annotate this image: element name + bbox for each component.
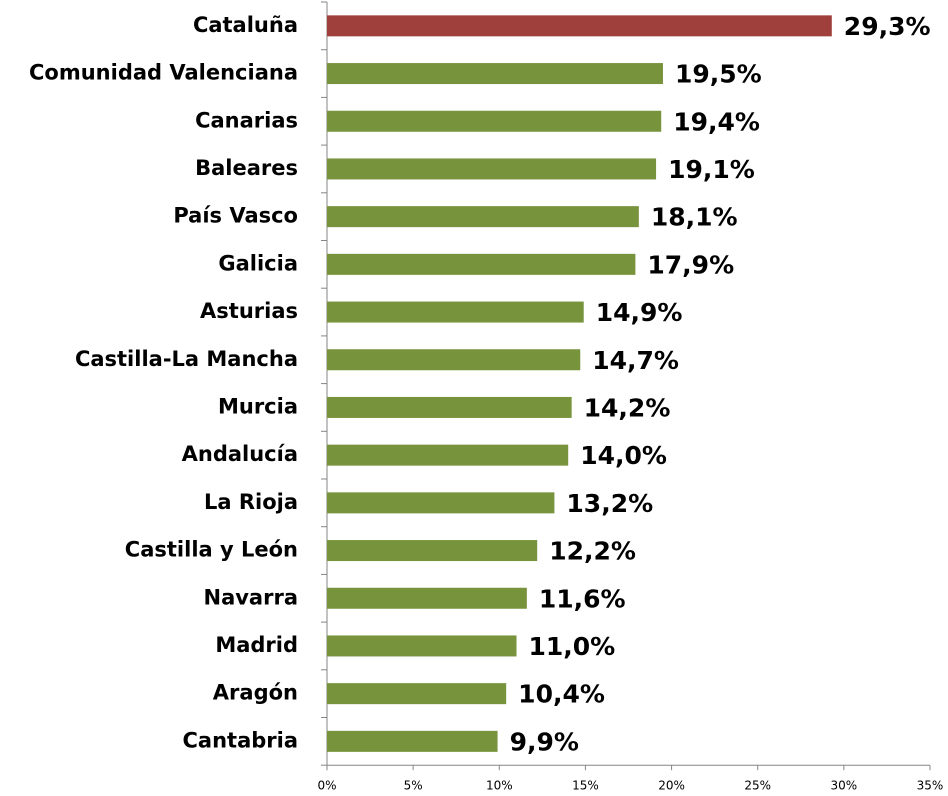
y-tick-label: Madrid	[215, 633, 298, 657]
y-tick-label: Asturias	[200, 299, 298, 323]
bar	[327, 444, 569, 466]
bar	[327, 349, 581, 371]
bar	[327, 492, 555, 514]
y-tick-label: Aragón	[213, 681, 298, 705]
value-label: 11,0%	[529, 632, 616, 661]
y-tick-label: Cantabria	[183, 728, 299, 752]
y-tick-label: Canarias	[195, 108, 298, 132]
bar	[327, 540, 538, 562]
x-tick-label: 35%	[917, 779, 944, 793]
y-tick-label: Murcia	[218, 394, 298, 418]
x-tick-label: 30%	[831, 779, 858, 793]
y-tick-label: Castilla y León	[125, 538, 298, 562]
y-tick-label: La Rioja	[204, 490, 298, 514]
x-tick-label: 25%	[744, 779, 771, 793]
y-tick-label: País Vasco	[173, 204, 298, 228]
value-label: 14,7%	[592, 346, 679, 375]
value-label: 10,4%	[518, 680, 605, 709]
y-tick-label: Andalucía	[182, 442, 298, 466]
bar	[327, 683, 507, 705]
value-label: 9,9%	[510, 727, 579, 756]
value-label: 13,2%	[566, 489, 653, 518]
value-label: 12,2%	[549, 537, 636, 566]
value-label: 19,1%	[668, 155, 755, 184]
bar	[327, 730, 498, 752]
bar	[327, 587, 527, 609]
x-tick-label: 10%	[486, 779, 513, 793]
y-tick-label: Galicia	[218, 251, 298, 275]
x-tick-label: 15%	[572, 779, 599, 793]
value-label: 18,1%	[651, 203, 738, 232]
value-label: 19,5%	[675, 60, 762, 89]
x-tick-label: 20%	[658, 779, 685, 793]
y-tick-label: Cataluña	[193, 13, 298, 37]
value-label: 14,2%	[584, 393, 671, 422]
value-label: 17,9%	[647, 250, 734, 279]
y-tick-label: Navarra	[204, 585, 299, 609]
y-tick-label: Comunidad Valenciana	[29, 61, 298, 85]
bar	[327, 253, 636, 275]
y-tick-label: Castilla-La Mancha	[75, 347, 298, 371]
value-label: 14,9%	[596, 298, 683, 327]
bar	[327, 206, 639, 228]
bar	[327, 15, 832, 37]
y-tick-label: Baleares	[195, 156, 298, 180]
value-label: 19,4%	[673, 107, 760, 136]
bar	[327, 63, 663, 85]
x-tick-label: 5%	[404, 779, 423, 793]
bar	[327, 301, 584, 323]
bar	[327, 158, 657, 180]
x-tick-label: 0%	[317, 779, 336, 793]
bar	[327, 110, 662, 132]
value-label: 11,6%	[539, 584, 626, 613]
bar	[327, 396, 572, 418]
bar	[327, 635, 517, 657]
value-label: 29,3%	[844, 12, 931, 41]
value-label: 14,0%	[580, 441, 667, 470]
